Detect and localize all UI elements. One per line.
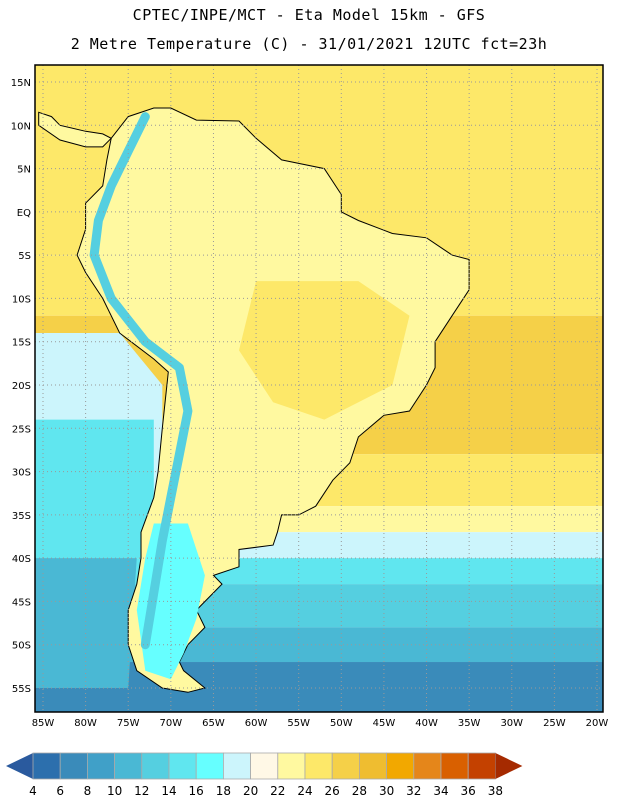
latitude-label: 55S: [12, 684, 31, 695]
colorbar-label: 20: [243, 784, 258, 798]
colorbar-swatch: [195, 752, 224, 780]
latitude-label: 40S: [12, 554, 31, 565]
colorbar-under-arrow: [6, 753, 33, 779]
colorbar-swatch: [358, 752, 387, 780]
latitude-label: 10N: [11, 121, 31, 132]
colorbar-label: 12: [134, 784, 149, 798]
andes-cold-strip: [89, 112, 193, 650]
colorbar-label: 24: [297, 784, 312, 798]
latitude-label: 50S: [12, 641, 31, 652]
longitude-label: 60W: [245, 718, 268, 729]
longitude-label: 85W: [32, 718, 55, 729]
colorbar-swatch: [87, 752, 116, 780]
colorbar-swatch: [32, 752, 61, 780]
colorbar-label: 14: [161, 784, 176, 798]
latitude-label: 10S: [12, 294, 31, 305]
colorbar-label: 32: [406, 784, 421, 798]
latitude-label: EQ: [17, 208, 31, 219]
colorbar-swatch: [141, 752, 170, 780]
colorbar-swatch: [467, 752, 496, 780]
longitude-label: 40W: [415, 718, 438, 729]
colorbar-label: 28: [352, 784, 367, 798]
longitude-label: 45W: [373, 718, 396, 729]
colorbar-label: 4: [29, 784, 37, 798]
colorbar-swatch: [413, 752, 442, 780]
colorbar-label: 36: [461, 784, 476, 798]
latitude-label: 25S: [12, 424, 31, 435]
longitude-label: 65W: [202, 718, 225, 729]
colorbar-label: 26: [325, 784, 340, 798]
longitude-label: 80W: [74, 718, 97, 729]
colorbar-label: 34: [433, 784, 448, 798]
longitude-label: 70W: [160, 718, 183, 729]
latitude-label: 45S: [12, 597, 31, 608]
longitude-label: 20W: [586, 718, 609, 729]
colorbar-swatch: [59, 752, 88, 780]
colorbar-label: 30: [379, 784, 394, 798]
latitude-label: 20S: [12, 381, 31, 392]
colorbar-swatch: [168, 752, 197, 780]
colorbar-swatch: [222, 752, 251, 780]
colorbar-over-arrow: [495, 753, 523, 779]
colorbar-swatch: [304, 752, 333, 780]
colorbar-swatch: [440, 752, 469, 780]
longitude-label: 30W: [500, 718, 523, 729]
colorbar-swatch: [250, 752, 279, 780]
colorbar-label: 38: [488, 784, 503, 798]
colorbar-swatch: [114, 752, 143, 780]
temperature-map: 15N 10N 5N EQ 5S 10S 15S 20S 25S 30S 35S 40S 45S 50S 5…: [11, 64, 609, 729]
colorbar-label: 8: [84, 784, 92, 798]
pacific-cold-region: [35, 419, 154, 559]
pacific-colder-region: [35, 558, 137, 688]
central-america-landmass: [38, 111, 113, 148]
colorbar-label: 6: [56, 784, 64, 798]
colorbar-label: 22: [270, 784, 285, 798]
colorbar-swatch: [386, 752, 415, 780]
warm-interior-region: [239, 281, 410, 420]
latitude-label: 5S: [18, 251, 31, 262]
ocean-band: [35, 662, 603, 712]
longitude-label: 55W: [287, 718, 310, 729]
colorbar: 4 6 8 10 12 14 16 18 20 22 24 26 28 30 32 34 36 38: [6, 752, 523, 798]
colorbar-label: 10: [107, 784, 122, 798]
longitude-label: 25W: [543, 718, 566, 729]
colorbar-label: 16: [189, 784, 204, 798]
longitude-label: 50W: [330, 718, 353, 729]
latitude-label: 35S: [12, 511, 31, 522]
longitude-label: 75W: [117, 718, 140, 729]
map-frame: [34, 64, 604, 713]
latitude-label: 30S: [12, 468, 31, 479]
title-line-2: 2 Metre Temperature (C) - 31/01/2021 12U…: [70, 35, 548, 53]
colorbar-swatch: [277, 752, 306, 780]
latitude-label: 15N: [11, 78, 31, 89]
latitude-label: 15S: [12, 338, 31, 349]
title-line-1: CPTEC/INPE/MCT - Eta Model 15km - GFS: [132, 6, 486, 24]
latitude-label: 5N: [17, 165, 31, 176]
colorbar-label: 18: [216, 784, 231, 798]
longitude-label: 35W: [458, 718, 481, 729]
colorbar-swatch: [331, 752, 360, 780]
